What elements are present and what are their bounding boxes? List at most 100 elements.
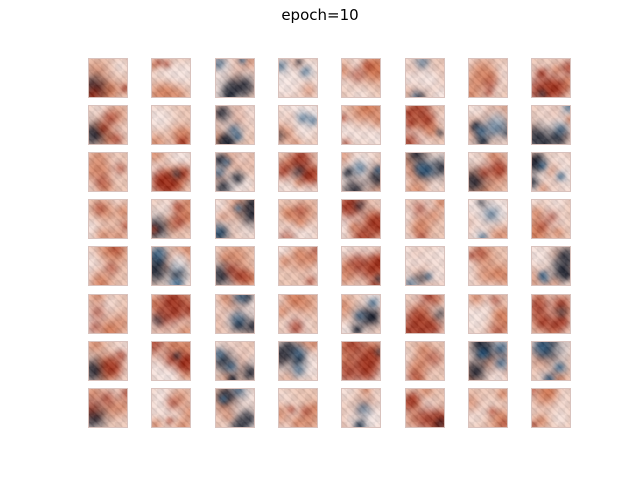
sample-image-tile <box>88 199 128 239</box>
sample-image-tile <box>88 388 128 428</box>
sample-image-tile <box>88 246 128 286</box>
sample-image-tile <box>468 152 508 192</box>
sample-image <box>406 247 444 285</box>
sample-image-tile <box>468 105 508 145</box>
sample-image-tile <box>468 341 508 381</box>
sample-image-tile <box>405 105 445 145</box>
sample-image <box>216 247 254 285</box>
sample-image-tile <box>151 294 191 334</box>
figure-title: epoch=10 <box>281 6 359 24</box>
sample-image-tile <box>278 388 318 428</box>
sample-image <box>216 295 254 333</box>
sample-image-tile <box>215 105 255 145</box>
sample-image <box>532 153 570 191</box>
sample-image-tile <box>278 105 318 145</box>
sample-image-tile <box>151 246 191 286</box>
sample-image-tile <box>215 199 255 239</box>
sample-image-tile <box>405 246 445 286</box>
sample-image <box>469 295 507 333</box>
sample-image-tile <box>405 294 445 334</box>
sample-image <box>342 389 380 427</box>
sample-image-tile <box>405 388 445 428</box>
sample-image <box>342 342 380 380</box>
sample-image <box>406 59 444 97</box>
sample-image <box>342 295 380 333</box>
sample-image-tile <box>405 341 445 381</box>
sample-image <box>532 342 570 380</box>
sample-image <box>89 106 127 144</box>
sample-image-tile <box>278 58 318 98</box>
sample-image <box>342 247 380 285</box>
sample-image-tile <box>215 388 255 428</box>
sample-image <box>406 389 444 427</box>
sample-image-tile <box>215 152 255 192</box>
sample-image-tile <box>341 246 381 286</box>
sample-image <box>279 153 317 191</box>
sample-image-tile <box>405 58 445 98</box>
sample-image <box>89 247 127 285</box>
sample-image <box>279 106 317 144</box>
sample-image <box>89 295 127 333</box>
sample-image <box>469 342 507 380</box>
sample-image-tile <box>151 199 191 239</box>
sample-image <box>279 59 317 97</box>
sample-image <box>152 106 190 144</box>
sample-image-tile <box>405 152 445 192</box>
sample-image <box>279 247 317 285</box>
sample-image <box>216 153 254 191</box>
sample-image-tile <box>88 105 128 145</box>
sample-image-tile <box>278 246 318 286</box>
sample-image-tile <box>405 199 445 239</box>
sample-image-tile <box>88 58 128 98</box>
sample-image <box>216 200 254 238</box>
sample-image <box>89 342 127 380</box>
sample-image-tile <box>531 388 571 428</box>
sample-image <box>342 200 380 238</box>
sample-image-tile <box>531 341 571 381</box>
sample-image-tile <box>341 58 381 98</box>
sample-image-tile <box>88 341 128 381</box>
sample-image-tile <box>531 246 571 286</box>
sample-image-tile <box>278 294 318 334</box>
sample-image <box>152 247 190 285</box>
sample-image-tile <box>468 246 508 286</box>
sample-image <box>216 342 254 380</box>
sample-image <box>216 106 254 144</box>
sample-image <box>342 106 380 144</box>
sample-image <box>89 200 127 238</box>
sample-image <box>279 389 317 427</box>
sample-image <box>469 200 507 238</box>
sample-image-tile <box>341 294 381 334</box>
sample-image <box>152 59 190 97</box>
sample-image <box>406 200 444 238</box>
sample-image <box>342 153 380 191</box>
sample-image-tile <box>531 294 571 334</box>
sample-image <box>152 389 190 427</box>
sample-image-tile <box>341 199 381 239</box>
sample-image-tile <box>88 152 128 192</box>
sample-image <box>152 342 190 380</box>
sample-image <box>89 153 127 191</box>
sample-image-tile <box>341 341 381 381</box>
sample-image <box>152 295 190 333</box>
sample-image-tile <box>531 105 571 145</box>
sample-image-tile <box>468 294 508 334</box>
sample-image <box>469 106 507 144</box>
sample-image-tile <box>151 105 191 145</box>
sample-image <box>469 59 507 97</box>
sample-image-tile <box>531 152 571 192</box>
sample-image <box>89 59 127 97</box>
sample-image-tile <box>151 152 191 192</box>
sample-image-tile <box>215 58 255 98</box>
sample-image-tile <box>278 152 318 192</box>
sample-image <box>406 106 444 144</box>
sample-image-tile <box>151 341 191 381</box>
sample-image <box>216 389 254 427</box>
sample-image <box>152 200 190 238</box>
sample-image-tile <box>215 294 255 334</box>
sample-image-tile <box>88 294 128 334</box>
sample-image <box>532 200 570 238</box>
sample-image-tile <box>278 199 318 239</box>
sample-image <box>469 389 507 427</box>
sample-image <box>532 59 570 97</box>
